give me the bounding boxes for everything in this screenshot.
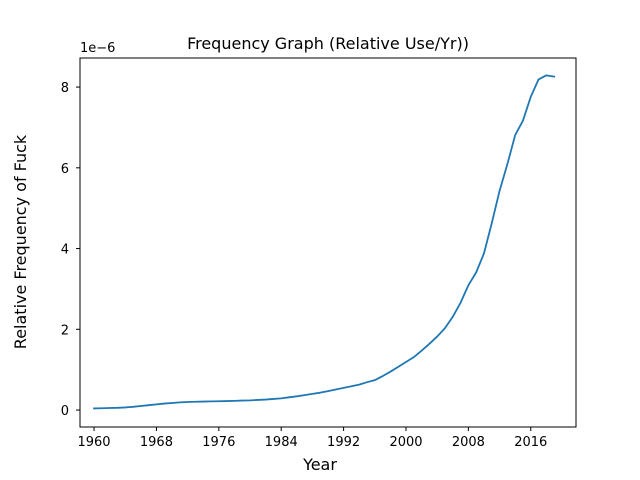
x-tick-label: 1992 [327,435,360,450]
x-tick-label: 1976 [202,435,235,450]
ticks-layer: 1960 1968 1976 1984 1992 2000 2008 2016 0 2 4 6 8 [61,81,548,450]
plot-frame [79,57,577,428]
chart-title: Frequency Graph (Relative Use/Yr)) [187,34,469,53]
y-axis-offset-label: 1e−6 [80,41,115,56]
y-tick-label: 0 [61,404,69,419]
x-tick-label: 2016 [514,435,547,450]
x-tick-label: 1984 [265,435,298,450]
x-tick-label: 1968 [140,435,173,450]
series-layer [93,74,556,410]
y-tick-label: 4 [61,243,69,258]
x-tick-label: 2008 [452,435,485,450]
y-tick-label: 6 [61,162,69,177]
frequency-line [93,74,556,410]
x-axis-title: Year [302,455,337,474]
x-tick-label: 1960 [77,435,110,450]
y-tick-label: 8 [61,81,69,96]
x-tick-label: 2000 [389,435,422,450]
y-tick-label: 2 [61,323,69,338]
y-axis-title: Relative Frequency of Fuck [11,134,30,349]
